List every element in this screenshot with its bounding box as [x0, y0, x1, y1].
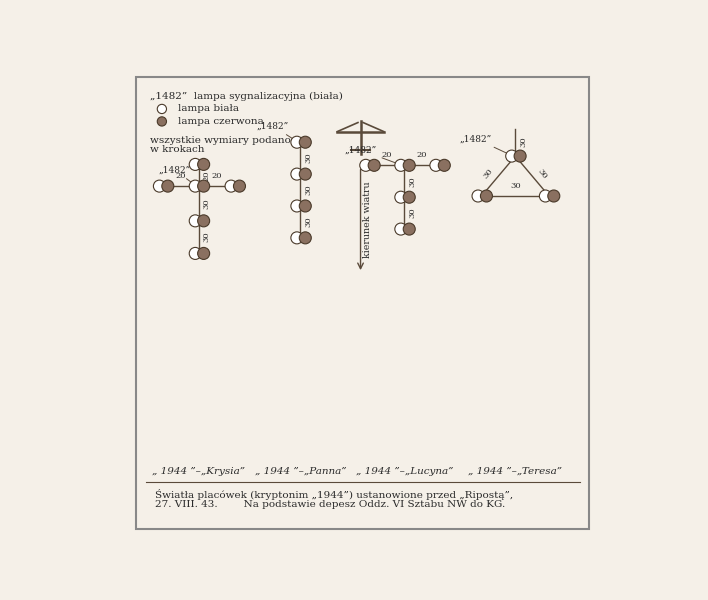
- Circle shape: [395, 223, 407, 235]
- Text: w krokach: w krokach: [150, 145, 205, 154]
- Circle shape: [472, 190, 484, 202]
- Circle shape: [299, 200, 312, 212]
- Text: 30: 30: [202, 198, 211, 209]
- Circle shape: [291, 168, 303, 180]
- Text: 30: 30: [304, 153, 312, 163]
- Text: 20: 20: [417, 151, 427, 160]
- Text: 30: 30: [510, 182, 520, 190]
- Text: „1482”  lampa sygnalizacyjna (biała): „1482” lampa sygnalizacyjna (biała): [150, 91, 343, 101]
- Text: 30: 30: [409, 176, 416, 187]
- Circle shape: [481, 190, 493, 202]
- Circle shape: [198, 215, 210, 227]
- Circle shape: [157, 117, 166, 126]
- Circle shape: [430, 160, 442, 172]
- Text: 30: 30: [304, 217, 312, 227]
- Text: „1482”: „1482”: [460, 134, 510, 155]
- Text: kierunek wiatru: kierunek wiatru: [363, 182, 372, 258]
- Circle shape: [291, 136, 303, 148]
- Text: 20: 20: [176, 172, 186, 180]
- Text: 30: 30: [304, 185, 312, 196]
- Circle shape: [368, 160, 380, 172]
- Text: 30: 30: [519, 136, 527, 146]
- Circle shape: [291, 232, 303, 244]
- Text: 20: 20: [212, 172, 222, 180]
- Circle shape: [189, 180, 201, 192]
- Circle shape: [395, 191, 407, 203]
- Text: 30: 30: [482, 167, 495, 181]
- Circle shape: [189, 247, 201, 259]
- Text: „ 1944 ”–„Teresa”: „ 1944 ”–„Teresa”: [468, 467, 562, 476]
- Text: „1482”: „1482”: [158, 165, 194, 184]
- Text: „1482”: „1482”: [344, 145, 399, 164]
- Text: 30: 30: [536, 167, 549, 181]
- Text: „ 1944 ”–„Lucyna”: „ 1944 ”–„Lucyna”: [355, 467, 453, 476]
- Circle shape: [539, 190, 552, 202]
- Circle shape: [291, 200, 303, 212]
- Text: 20: 20: [382, 151, 392, 160]
- Text: „ 1944 ”–„Panna”: „ 1944 ”–„Panna”: [255, 467, 346, 476]
- Text: wszystkie wymiary podano: wszystkie wymiary podano: [150, 136, 291, 145]
- Circle shape: [299, 136, 312, 148]
- Circle shape: [198, 180, 210, 192]
- Circle shape: [404, 160, 415, 172]
- Circle shape: [198, 247, 210, 259]
- Text: 27. VIII. 43.        Na podstawie depesz Oddz. VI Sztabu NW do KG.: 27. VIII. 43. Na podstawie depesz Oddz. …: [155, 500, 506, 509]
- Circle shape: [198, 158, 210, 170]
- Text: 30: 30: [409, 208, 416, 218]
- Circle shape: [162, 180, 174, 192]
- Circle shape: [299, 232, 312, 244]
- Text: „1482”: „1482”: [256, 121, 296, 141]
- Circle shape: [157, 104, 166, 113]
- Circle shape: [404, 223, 415, 235]
- Text: 30: 30: [202, 232, 211, 242]
- Circle shape: [154, 180, 166, 192]
- Circle shape: [360, 160, 372, 172]
- Circle shape: [225, 180, 237, 192]
- Circle shape: [189, 215, 201, 227]
- Circle shape: [395, 160, 407, 172]
- Text: lampa biała: lampa biała: [178, 104, 239, 113]
- Circle shape: [189, 158, 201, 170]
- Text: Światła placówek (kryptonim „1944”) ustanowione przed „Ripostą”,: Światła placówek (kryptonim „1944”) usta…: [155, 489, 513, 500]
- Circle shape: [438, 160, 450, 172]
- Text: 20: 20: [202, 170, 211, 181]
- Text: lampa czerwona: lampa czerwona: [178, 117, 264, 126]
- Circle shape: [299, 168, 312, 180]
- Circle shape: [514, 150, 526, 162]
- Circle shape: [506, 150, 518, 162]
- Circle shape: [404, 191, 415, 203]
- Text: „ 1944 ”–„Krysia”: „ 1944 ”–„Krysia”: [152, 467, 246, 476]
- Circle shape: [234, 180, 246, 192]
- Circle shape: [548, 190, 560, 202]
